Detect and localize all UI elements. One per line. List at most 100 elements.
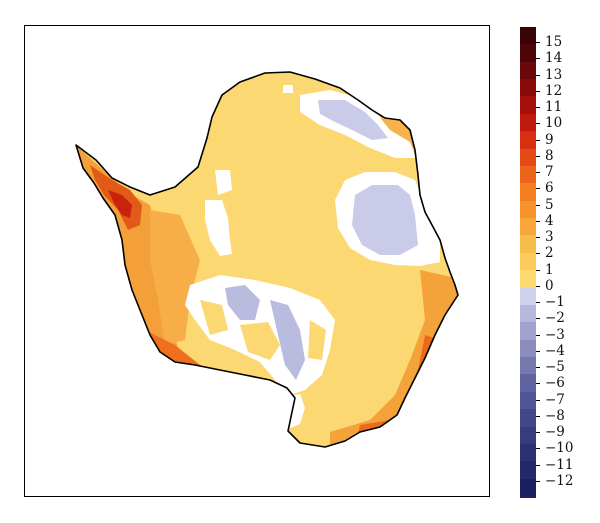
colorbar-tick-mark [536,432,540,433]
colorbar-tick-label: 3 [545,229,554,245]
colorbar-tick-label: −1 [545,294,565,310]
warm-patch-ross [240,322,280,360]
map-data-layer [76,72,458,447]
colorbar-tick-label: 7 [545,164,554,180]
colorbar-tick-label: −7 [545,391,565,408]
colorbar-segment [520,218,536,238]
colorbar-segment [520,461,536,481]
peninsula-core-region [108,190,132,218]
colorbar-tick-mark [536,399,540,401]
west-coast-gradient-region [150,210,200,345]
colorbar-tick-mark [536,220,540,222]
colorbar-tick-mark [536,350,540,352]
colorbar-segment [520,165,536,185]
colorbar-tick-mark [536,107,540,108]
colorbar-tick-mark [536,237,540,238]
colorbar-tick-label: −11 [545,456,574,473]
coastline [75,71,459,448]
colorbar-tick-mark [536,123,540,125]
colorbar-tick-mark [536,90,540,92]
colorbar-tick-label: 1 [545,261,554,278]
colorbar-tick-label: 2 [545,245,554,262]
colorbar-segment [520,27,536,46]
colorbar-tick-mark [536,285,540,287]
colorbar-tick-label: −12 [545,472,574,489]
colorbar-tick-label: −10 [545,440,574,457]
colorbar-tick-mark [536,204,540,206]
cooling-region-ross-2 [270,300,305,380]
cooling-region-ross [225,285,260,320]
colorbar-tick-label: 14 [545,50,563,67]
colorbar-tick-label: −3 [545,326,565,343]
colorbar-tick-mark [536,415,540,417]
colorbar-tick-mark [536,383,540,385]
colorbar-segment [520,61,536,81]
colorbar-tick-label: −4 [545,342,565,359]
colorbar-tick-mark [536,172,540,173]
colorbar-segment [520,270,536,290]
colorbar-tick-mark [536,448,540,450]
colorbar-tick-mark [536,42,540,43]
colorbar-tick-label: 6 [545,180,554,197]
colorbar-tick-mark [536,188,540,190]
colorbar-segment [520,113,536,133]
colorbar-segment [520,200,536,220]
colorbar-segment [520,131,536,151]
colorbar-segment [520,478,536,498]
colorbar-segment [520,252,536,272]
east-coast-warming-region [330,270,458,447]
colorbar-tick-label: 0 [545,277,554,294]
colorbar-tick-label: 10 [545,115,563,132]
colorbar-tick-label: 11 [545,99,563,115]
colorbar-segment [520,79,536,99]
no-data-region-central-west [205,200,232,256]
colorbar-segment [520,374,536,394]
colorbar-segment [520,96,536,116]
cooling-region-north [318,100,388,140]
colorbar-tick-mark [536,480,540,482]
colorbar-segment [520,183,536,203]
warm-patch-ross-2 [308,320,326,360]
colorbar-tick-mark [536,334,540,336]
colorbar-tick-label: 12 [545,82,563,99]
colorbar-tick-mark [536,155,540,157]
colorbar-segment [520,148,536,168]
colorbar-tick-label: −2 [545,310,565,327]
colorbar-tick-label: 8 [545,147,554,164]
colorbar-segment [520,235,536,255]
colorbar-tick-label: 15 [545,34,563,50]
colorbar-segment [520,409,536,429]
no-data-patch-north-small [283,85,293,93]
colorbar-tick-mark [536,269,540,271]
colorbar-segment [520,357,536,377]
colorbar-segment [520,391,536,411]
colorbar-tick-mark [536,139,540,141]
colorbar-segment [520,304,536,324]
colorbar-tick-label: −9 [545,424,565,440]
colorbar-tick-label: 9 [545,131,554,148]
colorbar-tick-mark [536,464,540,466]
colorbar-tick-mark [536,58,540,60]
no-data-patch-west [215,170,232,195]
colorbar-tick-mark [536,74,540,76]
colorbar-segment [520,44,536,64]
cooling-region-east [352,185,418,255]
colorbar-tick-mark [536,367,540,368]
colorbar-tick-label: 13 [545,66,563,83]
colorbar-segment [520,426,536,446]
colorbar-tick-label: −5 [545,359,565,375]
antarctica-map [75,71,459,448]
warm-patch-ross-3 [200,300,228,335]
colorbar-tick-label: −8 [545,407,565,424]
colorbar [520,27,536,498]
colorbar-tick-mark [536,253,540,255]
colorbar-segment [520,339,536,359]
colorbar-tick-label: −6 [545,375,565,392]
colorbar-tick-mark [536,302,540,303]
colorbar-segment [520,322,536,342]
colorbar-segment [520,443,536,463]
colorbar-tick-label: 5 [545,196,554,213]
colorbar-segment [520,287,536,307]
colorbar-tick-label: 4 [545,212,554,229]
colorbar-tick-mark [536,318,540,320]
